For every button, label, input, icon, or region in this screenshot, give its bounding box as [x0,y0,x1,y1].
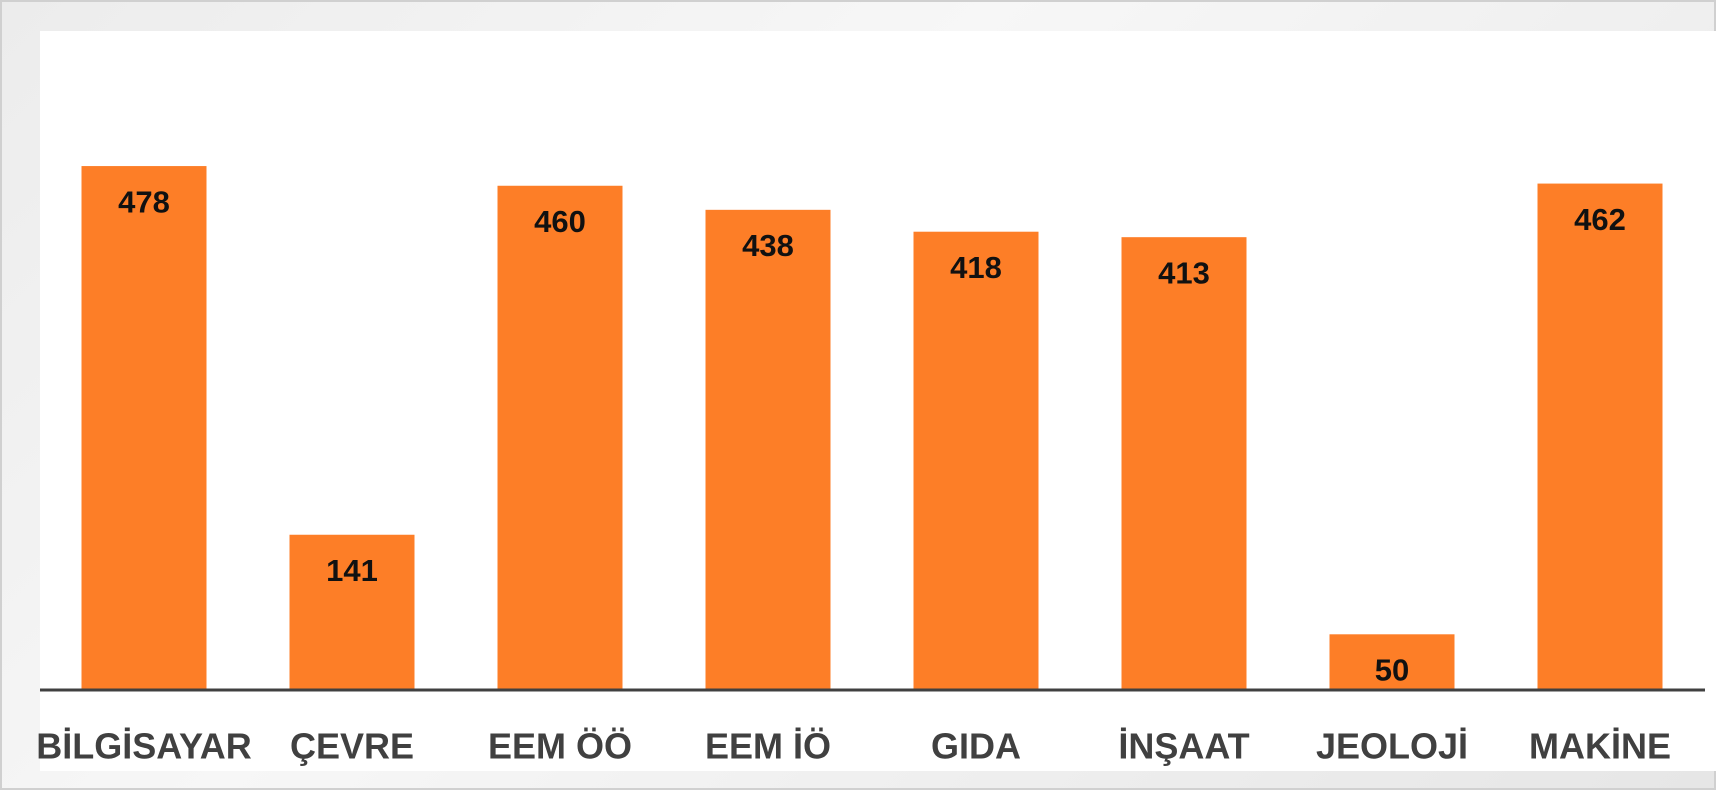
bar [1329,634,1455,689]
x-tick-label: EEM İÖ [705,726,831,767]
value-label: 418 [950,250,1002,285]
x-tick-label: BİLGİSAYAR [36,726,251,767]
value-label: 460 [534,204,586,239]
value-label: 413 [1158,255,1210,290]
value-label: 478 [118,184,170,219]
value-label: 141 [326,553,378,588]
x-tick-label: GIDA [931,726,1021,767]
x-tick-label: ÇEVRE [290,726,414,767]
bar [913,231,1039,689]
x-tick-label: EEM ÖÖ [488,726,632,767]
x-tick-label: JEOLOJİ [1316,726,1468,767]
value-label: 438 [742,228,794,263]
value-label: 462 [1574,202,1626,237]
bar [289,534,415,689]
bar [81,166,207,689]
bar [497,185,623,689]
x-tick-label: MAKİNE [1529,726,1671,767]
bar [1121,237,1247,690]
value-label: 50 [1375,652,1409,687]
bar [1537,183,1663,689]
x-tick-label: İNŞAAT [1118,726,1249,767]
bar [705,209,831,689]
